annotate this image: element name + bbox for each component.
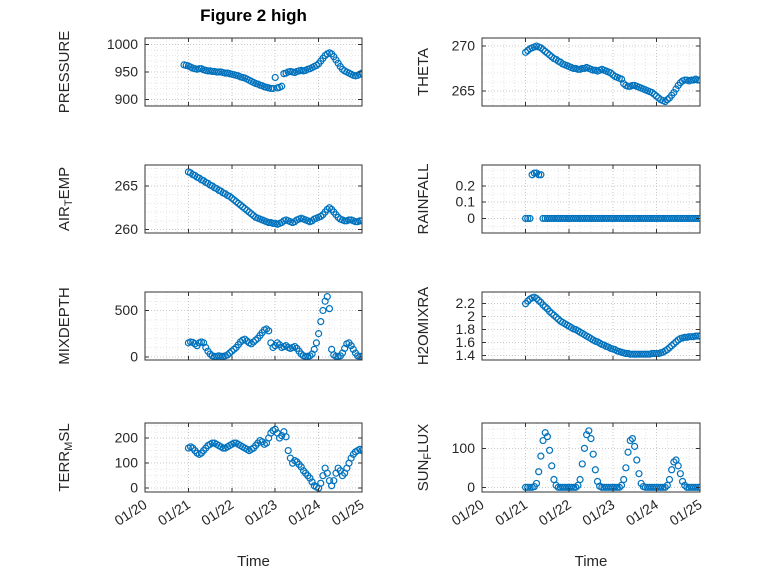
axes-box <box>144 164 363 234</box>
y-axis-label-pressure: PRESSURE <box>56 31 73 114</box>
subplot-pressure: 900 950 1000 PRESSURE <box>56 31 363 114</box>
y-tick-label: 100 <box>452 440 476 456</box>
y-tick-label: 0 <box>467 479 475 495</box>
y-axis-label-sun-flux: SUNFLUX <box>415 424 434 492</box>
subplot-theta: 265 270 THETA <box>415 37 701 107</box>
x-tick-label: 01/24 <box>285 496 323 529</box>
data-series-pressure <box>180 49 362 93</box>
subplot-rainfall: 00.10.2 RAINFALL <box>415 164 701 235</box>
axes-box <box>144 422 363 493</box>
y-tick-label: 900 <box>115 91 139 107</box>
y-axis-label-air-temp: AIRTEMP <box>56 167 75 231</box>
axes-box <box>481 164 701 234</box>
grid-lines <box>145 423 362 492</box>
y-tick-label: 500 <box>115 302 139 318</box>
x-axis-label-left: Time <box>237 553 270 570</box>
data-series-air-temp <box>184 168 362 228</box>
y-axis-label-rainfall: RAINFALL <box>415 164 432 235</box>
x-tick-label: 01/25 <box>667 496 705 529</box>
axes-box <box>144 37 363 107</box>
y-tick-label: 0 <box>130 348 138 364</box>
subplot-h2omixra: 1.41.61.822.2 H2OMIXRA <box>415 287 701 365</box>
figure-title: Figure 2 high <box>200 6 307 25</box>
grid-lines <box>145 38 362 106</box>
y-axis-label-theta: THETA <box>415 48 432 96</box>
x-tick-label: 01/23 <box>579 496 617 529</box>
grid-lines <box>482 165 700 233</box>
y-tick-label: 100 <box>115 455 139 471</box>
axes-box <box>481 291 701 361</box>
subplot-sun-flux: 0 100 01/20 01/21 01/22 01/23 01/24 01/25 SUNFLU… <box>415 422 705 529</box>
x-tick-label: 01/22 <box>198 496 236 529</box>
data-series-h2omixra <box>521 293 700 358</box>
grid-lines <box>145 165 362 233</box>
y-tick-label: 1.6 <box>456 334 476 350</box>
y-tick-label: 260 <box>115 221 139 237</box>
data-series-sun-flux <box>521 427 700 491</box>
y-tick-label: 265 <box>115 177 139 193</box>
y-tick-label: 1000 <box>107 36 138 52</box>
x-tick-label: 01/23 <box>242 496 280 529</box>
axes-box <box>481 422 701 493</box>
grid-lines <box>482 423 700 492</box>
y-tick-label: 0 <box>130 480 138 496</box>
y-tick-label: 265 <box>452 82 476 98</box>
y-tick-label: 2.2 <box>456 295 476 311</box>
y-tick-label: 200 <box>115 430 139 446</box>
x-tick-label: 01/20 <box>112 496 150 529</box>
y-tick-label: 0.1 <box>456 194 476 210</box>
y-tick-label: 270 <box>452 38 476 54</box>
subplot-mixdepth: 0 500 MIXDEPTH <box>56 287 363 365</box>
y-tick-label: 950 <box>115 64 139 80</box>
y-axis-label-h2omixra: H2OMIXRA <box>415 287 432 365</box>
x-tick-label: 01/22 <box>536 496 574 529</box>
grid-lines <box>145 292 362 360</box>
data-series-rainfall <box>521 169 700 223</box>
y-tick-label: 0.2 <box>456 178 476 194</box>
x-tick-label: 01/20 <box>449 496 487 529</box>
y-tick-label: 2 <box>467 308 475 324</box>
x-axis-label-right: Time <box>574 553 608 570</box>
y-tick-label: 1.8 <box>456 321 476 337</box>
y-tick-label: 1.4 <box>456 347 476 363</box>
axes-box <box>144 291 363 361</box>
y-axis-label-terr-msl: TERRMSL <box>56 423 75 491</box>
y-axis-label-mixdepth: MIXDEPTH <box>56 287 73 365</box>
data-series-theta <box>521 42 700 106</box>
data-series-terr-msl <box>184 425 362 492</box>
y-tick-label: 0 <box>467 210 475 226</box>
axes-box <box>481 37 701 107</box>
subplot-air-temp: 260 265 AIRTEMP <box>56 164 363 237</box>
x-tick-label: 01/24 <box>623 496 661 529</box>
x-tick-label: 01/25 <box>329 496 367 529</box>
x-tick-label: 01/21 <box>492 496 530 529</box>
data-series-mixdepth <box>184 293 362 360</box>
subplot-terr-msl: 0 100 200 01/20 01/21 01/22 01/23 01/24 01/25 TER… <box>56 422 367 529</box>
x-tick-label: 01/21 <box>155 496 193 529</box>
